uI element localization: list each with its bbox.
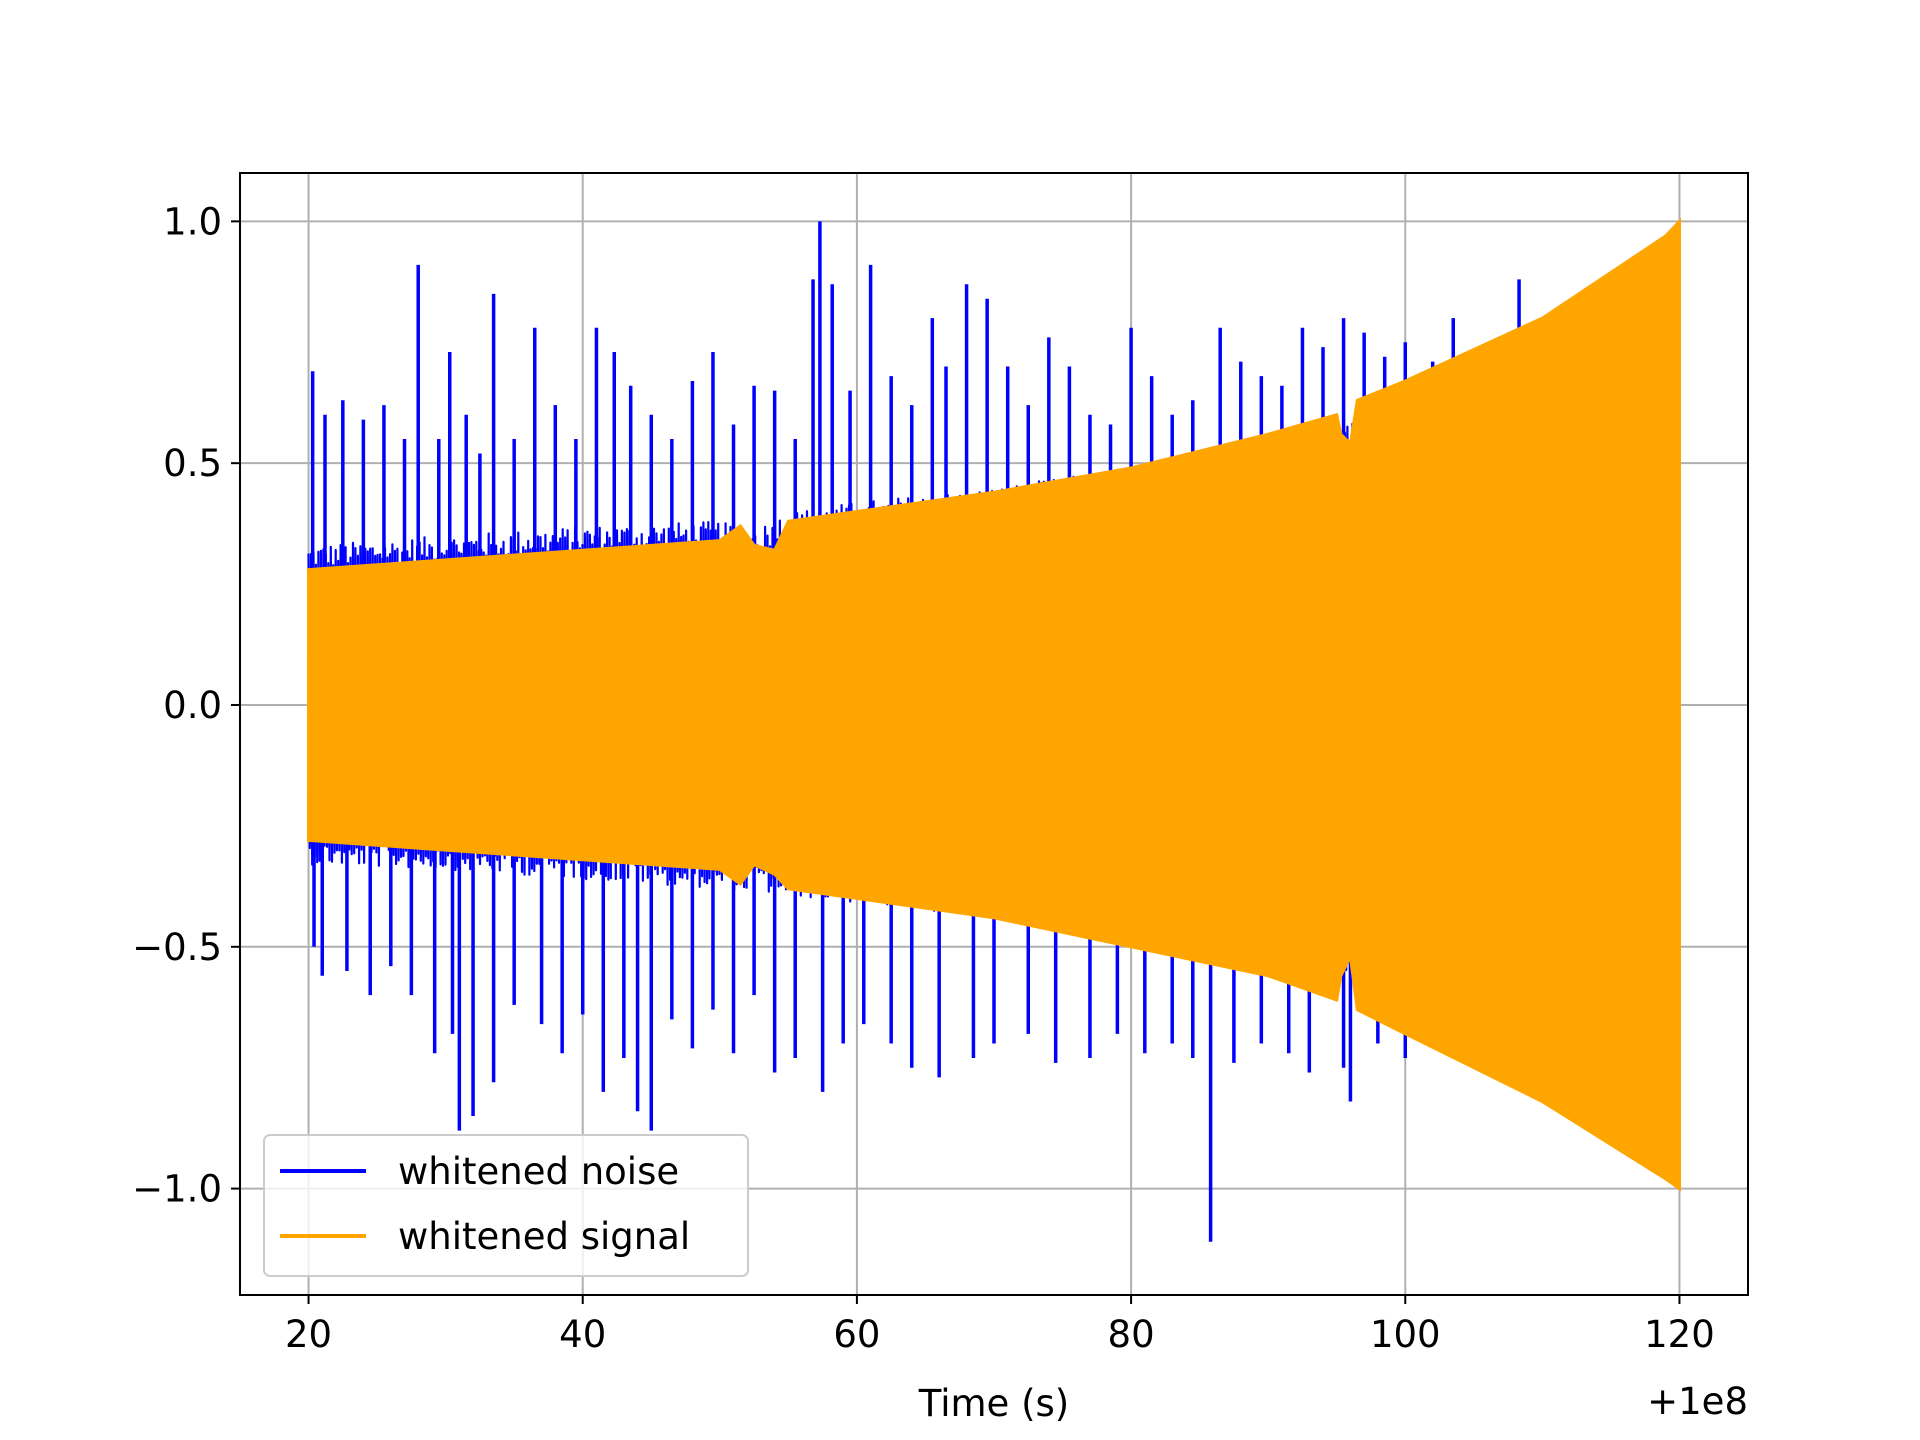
x-tick-label: 20 bbox=[285, 1313, 332, 1356]
series-layer bbox=[306, 217, 1681, 1242]
x-tick-label: 80 bbox=[1108, 1313, 1155, 1356]
y-tick-label: −0.5 bbox=[132, 926, 222, 969]
x-axis-offset-label: +1e8 bbox=[1647, 1380, 1748, 1423]
y-tick-label: 0.0 bbox=[163, 684, 222, 727]
y-tick-label: −1.0 bbox=[132, 1168, 222, 1211]
legend-label-whitened-signal: whitened signal bbox=[398, 1215, 690, 1258]
legend-label-whitened-noise: whitened noise bbox=[398, 1150, 679, 1193]
y-tick-label: 1.0 bbox=[163, 200, 222, 243]
x-tick-label: 100 bbox=[1370, 1313, 1441, 1356]
x-tick-label: 60 bbox=[833, 1313, 880, 1356]
signal-edge-oscillation bbox=[307, 230, 1678, 1187]
legend: whitened noise whitened signal bbox=[263, 1134, 749, 1277]
x-tick-label: 40 bbox=[559, 1313, 606, 1356]
plot-frame bbox=[239, 172, 1749, 1296]
x-axis-label: Time (s) bbox=[918, 1382, 1069, 1425]
axis-ticks: 20 40 60 80 100 120 1.0 0.5 0.0 −0.5 −1.0 bbox=[132, 200, 1715, 1356]
y-tick-label: 0.5 bbox=[163, 442, 222, 485]
legend-frame bbox=[263, 1134, 749, 1277]
x-tick-label: 120 bbox=[1644, 1313, 1715, 1356]
